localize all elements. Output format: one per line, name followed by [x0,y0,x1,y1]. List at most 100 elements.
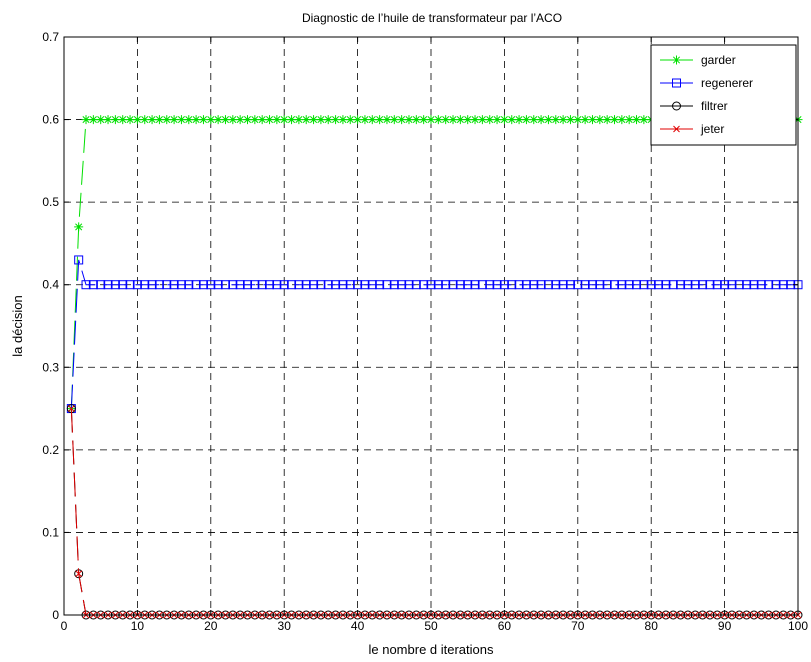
data-point [301,280,311,290]
data-point [206,115,216,125]
data-point [309,280,319,290]
data-point [345,280,355,290]
x-tick-label: 60 [498,619,512,633]
data-point [676,280,686,290]
data-point [514,115,524,125]
data-point [206,280,216,290]
legend-label: jeter [700,122,724,136]
data-point [529,280,539,290]
data-point [382,280,392,290]
data-point [602,115,612,125]
data-point [389,115,399,125]
legend-marker [672,78,681,88]
data-point [690,280,700,290]
data-point [426,280,436,290]
data-point [132,115,142,125]
data-point [220,280,230,290]
data-point [536,280,546,290]
data-point [74,222,84,232]
data-point [367,115,377,125]
data-point [455,115,465,125]
data-point [287,280,297,290]
data-point [448,280,458,290]
data-point [110,115,120,125]
data-point [125,115,135,125]
data-point [147,115,157,125]
data-point [492,280,502,290]
legend-label: filtrer [701,99,728,113]
data-point [235,115,245,125]
data-point [323,115,333,125]
data-point [448,115,458,125]
data-point [243,115,252,125]
data-point [617,280,627,290]
data-point [507,115,517,125]
data-point [668,280,678,290]
data-point [265,115,275,125]
data-point [184,115,194,125]
data-point [507,280,517,290]
data-point [294,115,304,125]
data-point [243,280,252,290]
data-point [712,280,722,290]
data-point [654,280,664,290]
legend-marker [673,125,680,133]
data-point [433,280,443,290]
x-tick-label: 10 [131,619,145,633]
data-point [118,280,128,290]
x-tick-label: 90 [718,619,732,633]
data-point [184,280,194,290]
legend-label: garder [701,53,736,67]
data-point [198,115,208,125]
x-tick-label: 0 [61,619,68,633]
data-point [360,280,370,290]
data-point [595,280,605,290]
data-point [639,280,649,290]
data-point [125,280,135,290]
data-point [382,115,392,125]
x-tick-label: 20 [204,619,218,633]
data-point [213,115,223,125]
data-point [140,280,150,290]
data-point [580,115,590,125]
data-point [749,280,759,290]
data-point [404,280,414,290]
data-point [235,280,245,290]
data-point [74,255,84,265]
data-point [632,280,642,290]
y-axis-label: la décision [10,295,25,356]
data-point [169,115,179,125]
data-point [140,115,150,125]
y-tick-label: 0.2 [42,443,59,457]
data-point [720,280,730,290]
data-point [411,280,421,290]
data-point [88,115,98,125]
data-point [279,115,289,125]
data-point [162,115,172,125]
data-point [345,115,355,125]
y-tick-label: 0.7 [42,30,59,44]
data-point [587,115,597,125]
data-point [360,115,370,125]
data-point [419,115,429,125]
data-point [587,280,597,290]
data-point [294,280,304,290]
data-point [573,280,583,290]
data-point [301,115,311,125]
data-point [639,115,649,125]
data-point [742,280,752,290]
data-point [110,280,120,290]
data-point [176,115,186,125]
data-point [477,280,487,290]
data-point [132,280,142,290]
data-point [103,115,113,125]
data-point [265,280,275,290]
data-point [705,280,715,290]
x-axis-label: le nombre d iterations [368,642,494,657]
data-point [580,280,590,290]
data-point [250,115,260,125]
legend: garder regenerer filtrer jeter [650,44,797,146]
data-point [191,115,201,125]
data-point [463,280,473,290]
data-point [477,115,487,125]
